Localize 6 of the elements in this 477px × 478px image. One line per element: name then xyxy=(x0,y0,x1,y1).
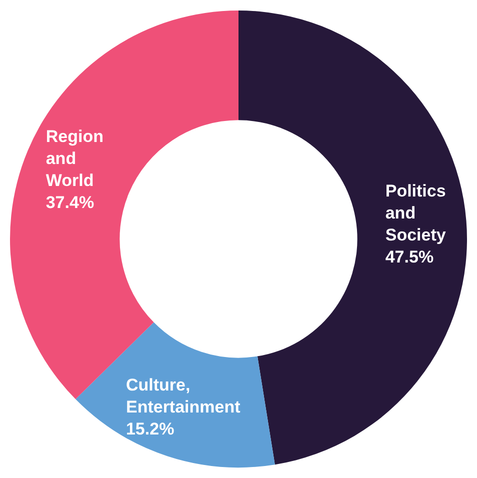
slice-label: Politics and Society xyxy=(385,181,446,244)
data-label: 47.5% xyxy=(385,247,434,266)
slice-label: Region and World xyxy=(46,126,104,190)
slice-label: Culture, Entertainment xyxy=(126,375,241,416)
data-label: 15.2% xyxy=(126,419,174,438)
data-label: 37.4% xyxy=(46,192,94,212)
